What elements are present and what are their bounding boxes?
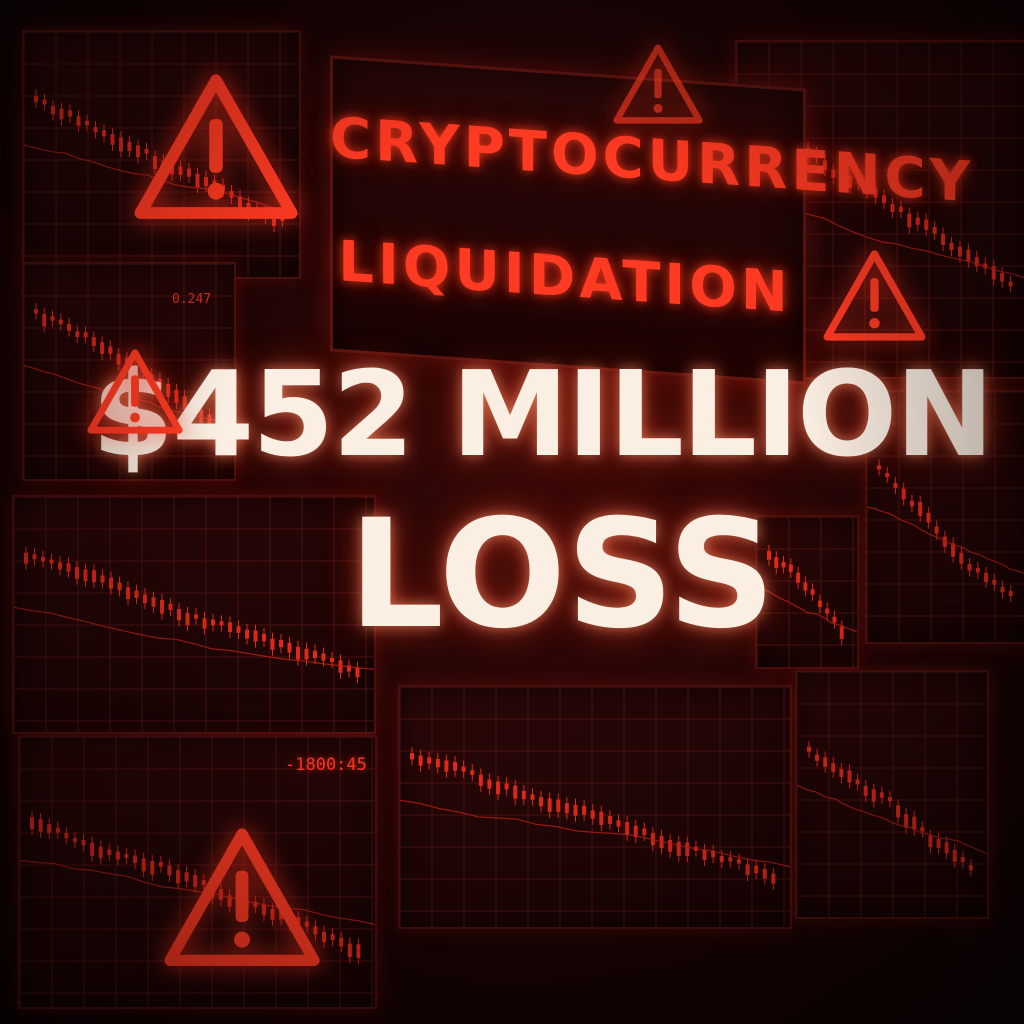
chart-panel-bottom-center	[398, 685, 792, 929]
warning-triangle-icon	[823, 250, 926, 341]
loss-label: LOSS	[348, 488, 776, 662]
candlestick-chart-decoration	[400, 687, 790, 927]
warning-triangle-icon	[613, 44, 703, 124]
panel-readout: 0.247	[172, 292, 212, 307]
warning-triangle-icon	[87, 349, 183, 434]
chart-panel-bottom-right	[795, 670, 989, 919]
warning-triangle-icon	[164, 828, 320, 966]
headline-box	[330, 55, 806, 385]
warning-triangle-icon	[134, 74, 298, 219]
countdown-readout: -1800:45	[285, 755, 367, 775]
candlestick-chart-decoration	[797, 672, 987, 917]
